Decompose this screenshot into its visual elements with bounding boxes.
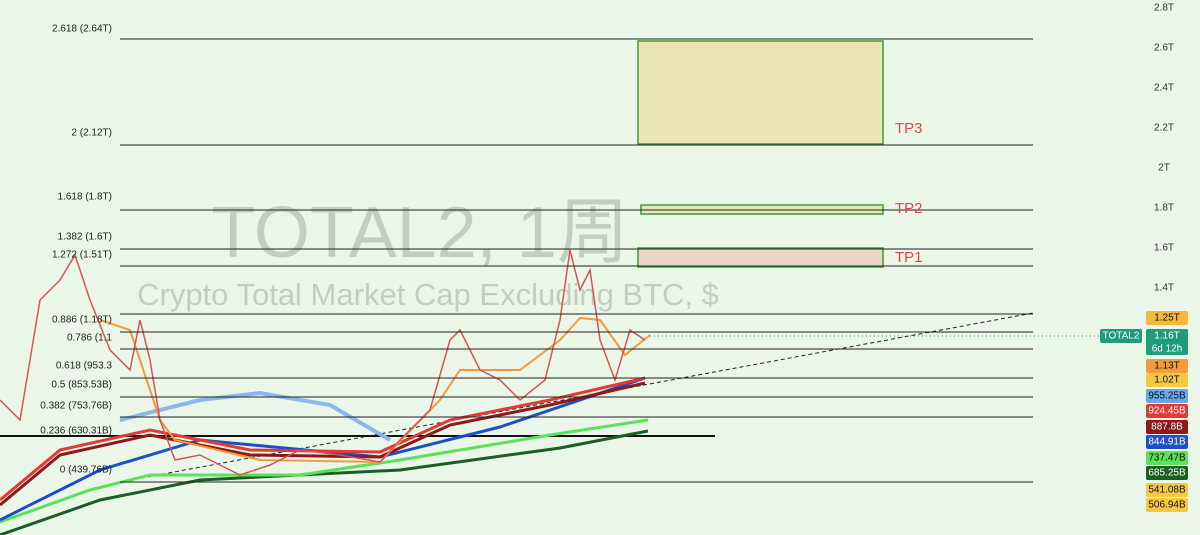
price-badge-text: 506.94B: [1148, 500, 1186, 511]
countdown: 6d 12h: [1152, 344, 1183, 355]
current-price: 1.16T: [1154, 331, 1180, 342]
fib-label: 2.618 (2.64T): [52, 24, 112, 35]
tp1-zone: [637, 247, 884, 268]
fib-label: 0.5 (853.53B): [51, 380, 112, 391]
price-badge-text: 1.13T: [1154, 361, 1180, 372]
price-badge: [1146, 483, 1188, 497]
fib-label: 0.382 (753.76B): [40, 401, 112, 412]
fib-label: 2 (2.12T): [71, 128, 112, 139]
price-badge-text: 1.02T: [1154, 375, 1180, 386]
ma-darkred: [0, 381, 646, 507]
price-axis-label: 1.6T: [1154, 243, 1174, 254]
price-badge: [1146, 404, 1188, 418]
price-path: [0, 249, 646, 476]
ma-red: [0, 376, 646, 502]
fib-label: 0.618 (953.3: [56, 361, 113, 372]
tp-label: TP2: [895, 200, 923, 217]
tp3-zone: [637, 40, 884, 145]
fib-label: 0.786 (1.1: [67, 333, 112, 344]
fib-label: 1.618 (1.8T): [58, 192, 112, 203]
fib-label: 0.236 (630.31B): [40, 426, 112, 437]
price-axis-label: 2.4T: [1154, 83, 1174, 94]
fib-label: 0 (439.76B): [60, 465, 112, 476]
price-axis-label: 1.4T: [1154, 283, 1174, 294]
dynamic-layer: 2.618 (2.64T) 2 (2.12T) 1.618 (1.8T) 1.382 …: [40, 3, 1188, 512]
watermark-subtitle: Crypto Total Market Cap Excluding BTC, $: [137, 277, 719, 312]
price-badge: [1146, 435, 1188, 449]
price-badge: [1146, 451, 1188, 465]
tp-label: TP3: [895, 120, 923, 137]
price-badge: [1146, 466, 1188, 480]
price-badge: [1146, 420, 1188, 434]
price-badge: [1146, 373, 1188, 387]
price-badge-text: 737.47B: [1148, 453, 1186, 464]
price-badge: [1146, 498, 1188, 512]
price-badge: [1146, 389, 1188, 403]
fib-label: 1.272 (1.51T): [52, 250, 112, 261]
symbol-badge: [1100, 329, 1142, 343]
fib-label: 1.382 (1.6T): [58, 232, 112, 243]
price-axis-label: 2T: [1158, 163, 1170, 174]
price-badge-text: 955.25B: [1148, 391, 1186, 402]
price-badge-text: 541.08B: [1148, 485, 1186, 496]
watermark-title: TOTAL2, 1周: [211, 193, 628, 273]
price-axis-label: 2.8T: [1154, 3, 1174, 14]
price-axis-label: 2.6T: [1154, 43, 1174, 54]
price-axis-label: 1.8T: [1154, 203, 1174, 214]
price-badge-text: 924.45B: [1148, 406, 1186, 417]
price-badge-text: 887.8B: [1151, 422, 1183, 433]
price-badge: [1146, 311, 1188, 325]
price-badge-text: 1.25T: [1154, 313, 1180, 324]
price-axis-label: 2.2T: [1154, 123, 1174, 134]
ma-blue: [0, 376, 646, 522]
price-badge-text: 685.25B: [1148, 468, 1186, 479]
current-price-badge: [1146, 329, 1188, 355]
price-badge-text: 844.91B: [1148, 437, 1186, 448]
fib-label: 0.886 (1.18T): [52, 315, 112, 326]
price-badge: [1146, 359, 1188, 373]
ma-lightgreen: [0, 418, 649, 524]
symbol-text: TOTAL2: [1103, 331, 1140, 342]
tp-label: TP1: [895, 249, 923, 266]
